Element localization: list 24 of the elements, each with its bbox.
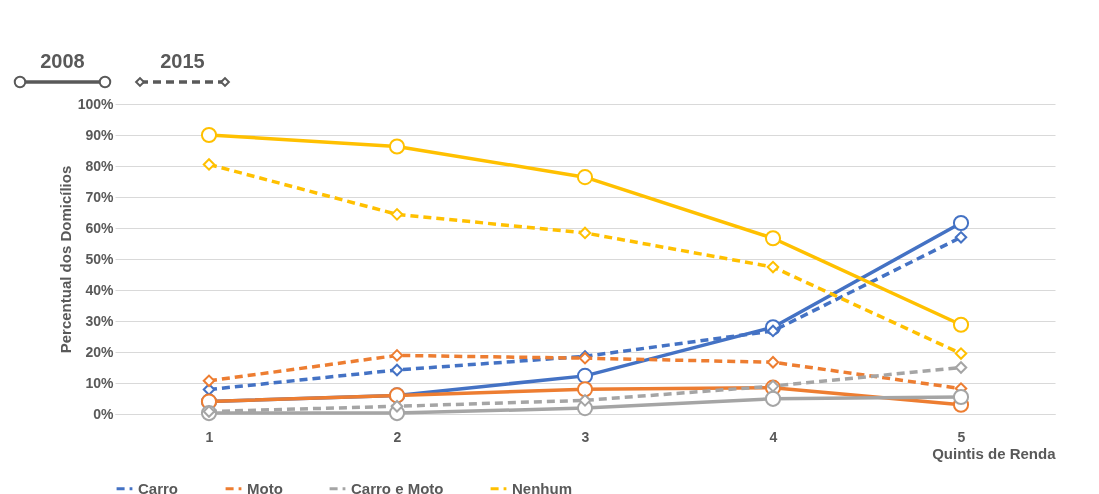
text: 2008: [40, 50, 85, 72]
legend-label: Carro: [138, 479, 179, 494]
x-tick-label: 5: [957, 428, 966, 445]
y-tick-label: 80%: [85, 157, 115, 174]
y-tick-label: 20%: [85, 343, 115, 360]
y-axis-title: Percentual dos Domicílios: [56, 165, 74, 354]
y-tick-label: 40%: [85, 281, 115, 298]
x-tick-label: 2: [393, 428, 402, 445]
y-tick-label: 60%: [85, 219, 115, 236]
legend-label: Carro e Moto: [351, 479, 444, 494]
y-tick-label: 10%: [85, 374, 115, 391]
x-tick-label: 1: [205, 428, 214, 445]
y-tick-label: 0%: [93, 405, 115, 422]
y-tick-label: 100%: [77, 95, 115, 112]
x-tick-label: 3: [581, 428, 590, 445]
y-tick-label: 30%: [85, 312, 115, 329]
x-axis-title: Quintis de Renda: [932, 444, 1057, 462]
legend-label: Nenhum: [512, 479, 572, 494]
y-tick-label: 90%: [85, 126, 115, 143]
y-tick-label: 50%: [85, 250, 115, 267]
legend-label: Moto: [247, 479, 283, 494]
text: 2015: [160, 50, 205, 72]
x-tick-label: 4: [769, 428, 778, 445]
y-tick-label: 70%: [85, 188, 115, 205]
